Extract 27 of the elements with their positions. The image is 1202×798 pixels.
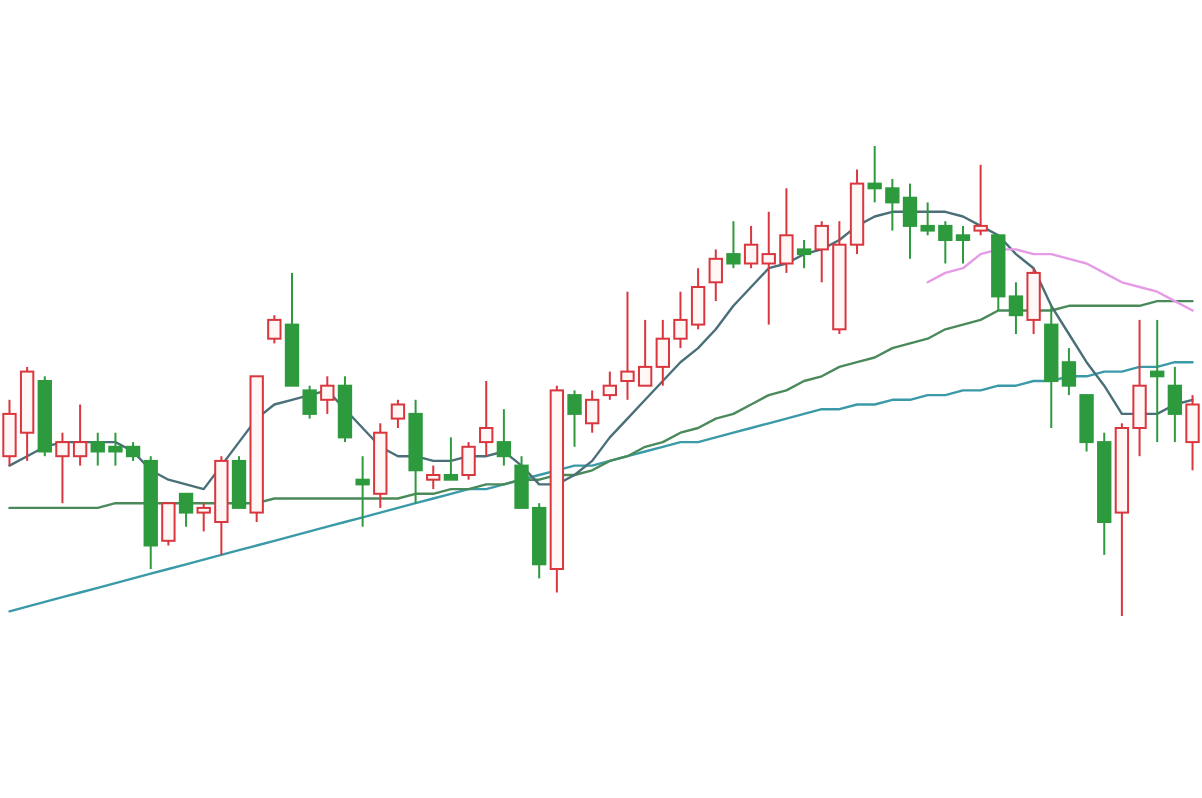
candlestick (796, 239, 812, 270)
candlestick (231, 455, 247, 509)
candlestick (584, 389, 600, 434)
candlestick (320, 375, 335, 415)
candlestick (461, 441, 476, 481)
candlestick (726, 220, 741, 270)
candlestick (267, 314, 282, 345)
candlestick (161, 502, 176, 547)
candlestick (1167, 365, 1183, 444)
candlestick (973, 163, 988, 237)
candlestick (496, 408, 512, 467)
candlestick (443, 436, 459, 481)
candlestick (178, 492, 194, 528)
candlestick (426, 464, 441, 491)
candlestick (1026, 267, 1041, 335)
candlestick (1008, 281, 1024, 335)
candlestick (708, 248, 723, 303)
candlestick (567, 389, 582, 448)
candlestick (955, 224, 971, 265)
candlestick (479, 380, 494, 458)
candlestick (1061, 347, 1077, 397)
candlestick (355, 455, 370, 528)
candlestick (1150, 318, 1165, 444)
candlestick (302, 384, 317, 420)
candlestick (602, 370, 618, 401)
candlestick (743, 224, 759, 270)
candlestick (390, 398, 406, 429)
